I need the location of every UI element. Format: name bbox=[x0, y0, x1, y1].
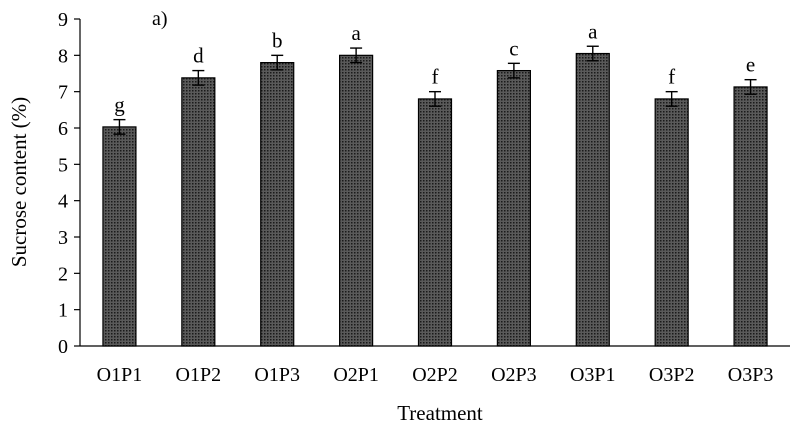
bars-layer: g O1P1 d O1P2 b O1P3 a O2P1 f O2P2 c O2P3 a O3P1 f O3P2… bbox=[97, 19, 774, 386]
significance-letter: a bbox=[351, 21, 361, 45]
y-tick-label: 4 bbox=[58, 191, 68, 213]
x-tick-label: O2P1 bbox=[333, 364, 379, 386]
significance-letter: c bbox=[509, 36, 518, 60]
x-tick-label: O2P2 bbox=[412, 364, 458, 386]
y-tick-label: 5 bbox=[58, 154, 68, 176]
y-tick-label: 6 bbox=[58, 118, 68, 140]
x-axis-title: Treatment bbox=[397, 401, 483, 425]
x-tick-label: O1P2 bbox=[176, 364, 222, 386]
significance-letter: b bbox=[272, 28, 283, 52]
bar bbox=[654, 98, 689, 347]
x-tick-label: O3P2 bbox=[649, 364, 695, 386]
y-tick-label: 3 bbox=[58, 227, 68, 249]
significance-letter: f bbox=[432, 65, 439, 89]
bar bbox=[733, 86, 768, 347]
x-tick-label: O3P1 bbox=[570, 364, 616, 386]
significance-letter: a bbox=[588, 19, 598, 43]
significance-letter: d bbox=[193, 44, 204, 68]
bar bbox=[260, 61, 295, 347]
significance-letter: g bbox=[114, 93, 125, 117]
significance-letter: f bbox=[668, 65, 675, 89]
y-tick-label: 2 bbox=[58, 263, 68, 285]
bar bbox=[417, 98, 453, 347]
x-tick-label: O2P3 bbox=[491, 364, 537, 386]
x-tick-label: O1P1 bbox=[97, 364, 143, 386]
y-tick-label: 9 bbox=[58, 9, 68, 31]
y-tick-label: 0 bbox=[58, 336, 68, 358]
panel-label: a) bbox=[152, 8, 168, 30]
y-tick-label: 8 bbox=[58, 45, 68, 67]
x-tick-label: O1P3 bbox=[254, 364, 300, 386]
y-tick-label: 1 bbox=[58, 300, 68, 322]
y-axis-title: Sucrose content (%) bbox=[7, 97, 31, 267]
x-tick-label: O3P3 bbox=[728, 364, 774, 386]
bar bbox=[102, 126, 137, 347]
bar bbox=[575, 52, 610, 347]
bar bbox=[496, 69, 531, 347]
bar bbox=[339, 54, 374, 347]
y-tick-label: 7 bbox=[58, 82, 68, 104]
bar bbox=[181, 77, 216, 347]
significance-letter: e bbox=[746, 53, 755, 77]
